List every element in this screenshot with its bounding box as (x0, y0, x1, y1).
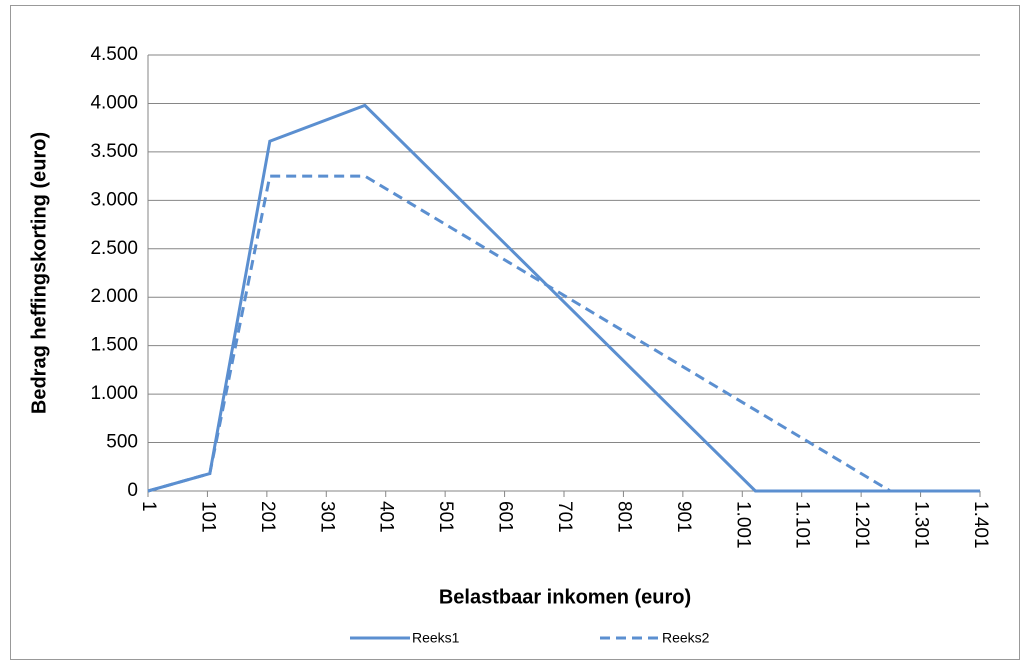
y-axis-title: Bedrag heffingskorting (euro) (28, 132, 50, 414)
x-axis-title: Belastbaar inkomen (euro) (439, 586, 691, 608)
x-tick-label: 901 (673, 501, 694, 533)
y-tick-label: 500 (106, 432, 138, 453)
x-tick-label: 1.201 (851, 501, 872, 549)
x-tick-label: 1.401 (970, 501, 991, 549)
chart-frame (10, 5, 1020, 660)
x-tick-label: 501 (435, 501, 456, 533)
y-tick-label: 4.500 (90, 44, 138, 65)
x-tick-label: 801 (613, 501, 634, 533)
legend-label: Reeks1 (412, 630, 460, 646)
x-tick-label: 701 (554, 501, 575, 533)
x-tick-label: 1.301 (911, 501, 932, 549)
x-tick-label: 201 (257, 501, 278, 533)
x-tick-label: 1 (138, 501, 159, 512)
x-tick-label: 401 (376, 501, 397, 533)
y-tick-label: 4.000 (90, 92, 138, 113)
legend-label: Reeks2 (662, 630, 710, 646)
x-tick-label: 601 (495, 501, 516, 533)
series-line (147, 174, 980, 493)
y-tick-label: 1.500 (90, 335, 138, 356)
y-tick-label: 2.500 (90, 238, 138, 259)
y-tick-label: 3.000 (90, 189, 138, 210)
x-tick-label: 1.001 (732, 501, 753, 549)
x-tick-label: 101 (197, 501, 218, 533)
x-tick-label: 301 (316, 501, 337, 533)
x-tick-label: 1.101 (792, 501, 813, 549)
y-tick-label: 1.000 (90, 383, 138, 404)
y-tick-label: 3.500 (90, 141, 138, 162)
y-tick-label: 0 (127, 480, 138, 501)
y-tick-label: 2.000 (90, 286, 138, 307)
